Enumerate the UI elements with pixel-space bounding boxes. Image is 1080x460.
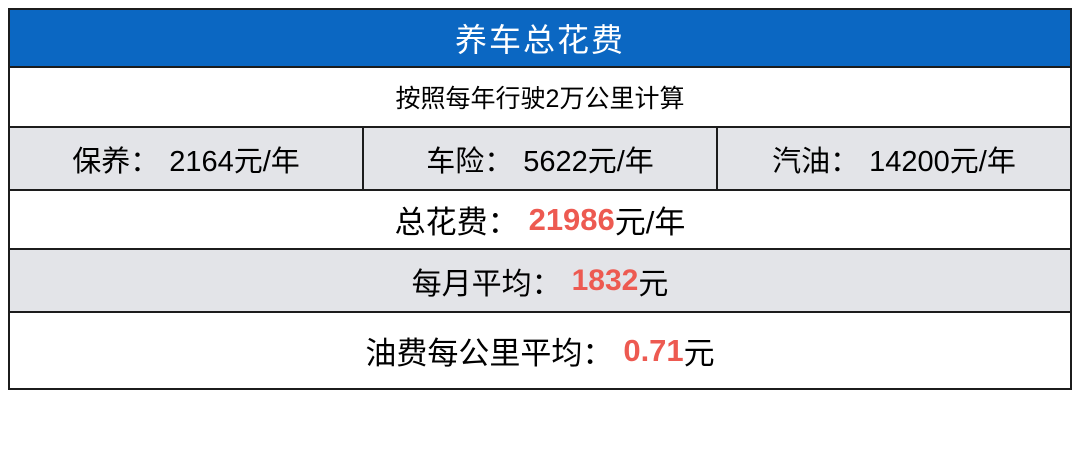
monthly-value: 1832 xyxy=(571,263,639,297)
fuel-unit: 元 xyxy=(683,336,715,371)
subtitle-text: 按照每年行驶2万公里计算 xyxy=(395,85,685,113)
total-label: 总花费： xyxy=(394,205,519,240)
monthly-average-row: 每月平均： 1832 元 xyxy=(10,248,1070,311)
total-cost-row: 总花费： 21986 元/年 xyxy=(10,189,1070,248)
car-cost-table: 养车总花费 按照每年行驶2万公里计算 保养： 2164元/年 车险： 5622元… xyxy=(8,8,1072,390)
insurance-amount: 5622元/年 xyxy=(523,145,654,178)
insurance-label: 车险： xyxy=(426,145,514,178)
fuel-label: 油费每公里平均： xyxy=(365,336,614,371)
monthly-label: 每月平均： xyxy=(411,267,562,301)
fuel-per-km-row: 油费每公里平均： 0.71 元 xyxy=(10,311,1070,388)
monthly-unit: 元 xyxy=(638,267,669,301)
cost-breakdown-row: 保养： 2164元/年 车险： 5622元/年 汽油： 14200元/年 xyxy=(10,126,1070,189)
maintenance-amount: 2164元/年 xyxy=(169,145,300,178)
gasoline-label: 汽油： xyxy=(772,145,860,178)
gasoline-amount: 14200元/年 xyxy=(869,145,1016,178)
total-value: 21986 xyxy=(528,201,615,237)
maintenance-label: 保养： xyxy=(72,145,160,178)
cost-cell-gasoline: 汽油： 14200元/年 xyxy=(716,128,1070,189)
total-unit: 元/年 xyxy=(614,205,686,240)
subtitle-row: 按照每年行驶2万公里计算 xyxy=(10,66,1070,126)
table-header: 养车总花费 xyxy=(10,10,1070,66)
page-title: 养车总花费 xyxy=(454,22,625,58)
fuel-value: 0.71 xyxy=(623,332,684,368)
cost-cell-maintenance: 保养： 2164元/年 xyxy=(10,128,362,189)
cost-cell-insurance: 车险： 5622元/年 xyxy=(362,128,716,189)
